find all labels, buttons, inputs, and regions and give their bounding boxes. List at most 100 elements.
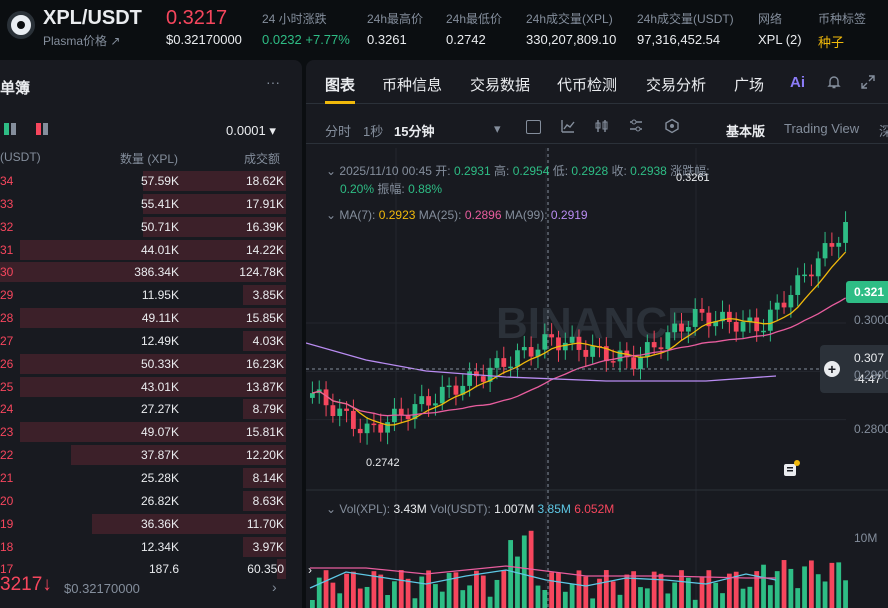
- candle-body: [330, 405, 336, 417]
- ask-row[interactable]: 31 44.01K 14.22K: [0, 239, 302, 262]
- expand-icon[interactable]: [860, 74, 876, 94]
- kline-canvas[interactable]: BINANCE: [306, 148, 888, 608]
- ask-row[interactable]: 20 26.82K 8.63K: [0, 490, 302, 513]
- ask-price: 25: [0, 379, 14, 394]
- interval-dropdown-icon[interactable]: ▾: [494, 121, 501, 136]
- settings-sliders-icon[interactable]: [628, 118, 644, 137]
- volume-bar: [733, 571, 739, 608]
- depth-bar: [243, 467, 286, 488]
- ask-row[interactable]: 32 50.71K 16.39K: [0, 216, 302, 239]
- view-tradingview[interactable]: Trading View: [784, 121, 860, 136]
- candle-body: [323, 389, 329, 406]
- candle-body: [658, 347, 664, 350]
- ask-qty: 50.33K: [140, 356, 179, 371]
- bell-icon[interactable]: [826, 74, 842, 94]
- precision-select[interactable]: 0.0001 ▾: [226, 123, 276, 138]
- volume-bar: [330, 582, 336, 608]
- stat-value-24h-high: 0.3261: [367, 32, 407, 47]
- candle-body: [412, 404, 418, 420]
- chevron-right-icon[interactable]: ›: [272, 579, 277, 595]
- calendar-icon[interactable]: [526, 120, 541, 134]
- hexagon-settings-icon[interactable]: [664, 118, 680, 137]
- tab-coin-info[interactable]: 币种信息: [382, 77, 443, 94]
- ask-row[interactable]: 22 37.87K 12.20K: [0, 444, 302, 467]
- scroll-left-chevron-icon[interactable]: ›: [308, 563, 312, 577]
- ma-collapse-icon[interactable]: ⌄: [326, 208, 340, 222]
- ask-price: 34: [0, 174, 14, 188]
- token-subtitle-link[interactable]: Plasma价格 ↗: [43, 34, 121, 48]
- candle-body: [754, 317, 760, 332]
- candle-body: [685, 326, 691, 332]
- volume-bar: [412, 598, 418, 608]
- ask-row[interactable]: 19 36.36K 11.70K: [0, 513, 302, 536]
- volume-bar: [747, 586, 753, 608]
- tab-token-check[interactable]: 代币检测: [557, 77, 618, 94]
- ask-row[interactable]: 29 11.95K 3.85K: [0, 284, 302, 307]
- ask-row[interactable]: 27 12.49K 4.03K: [0, 330, 302, 353]
- ticker-header: XPL/USDT Plasma价格 ↗ 0.3217 $0.32170000 2…: [0, 0, 888, 56]
- view-depth[interactable]: 深: [879, 124, 888, 139]
- ask-total: 60.350: [247, 562, 284, 577]
- pair-title[interactable]: XPL/USDT: [43, 7, 142, 29]
- view-basic[interactable]: 基本版: [726, 124, 766, 139]
- candle-type-icon[interactable]: [594, 118, 610, 137]
- tab-trade-data[interactable]: 交易数据: [470, 77, 531, 94]
- volume-bar: [590, 598, 596, 608]
- volume-bar: [802, 566, 807, 608]
- volume-bar: [474, 570, 479, 608]
- candle-body: [788, 294, 794, 308]
- volume-bar: [576, 570, 582, 608]
- candle-body: [651, 342, 657, 348]
- tab-square[interactable]: 广场: [734, 77, 765, 94]
- volume-bar: [644, 588, 650, 608]
- stat-value-network[interactable]: XPL (2): [758, 32, 802, 47]
- vol-collapse-icon[interactable]: ⌄: [326, 502, 340, 516]
- more-options-icon[interactable]: ···: [266, 74, 280, 90]
- ohlc-date: 2025/11/10 00:45: [339, 164, 432, 178]
- ai-button[interactable]: Ai: [790, 74, 805, 91]
- candle-body: [487, 367, 493, 382]
- ask-row[interactable]: 18 12.34K 3.97K: [0, 536, 302, 559]
- ask-qty: 25.28K: [140, 470, 179, 485]
- interval-timeline[interactable]: 分时: [325, 124, 352, 139]
- ask-row[interactable]: 30 386.34K 124.78K: [0, 261, 302, 284]
- notes-icon[interactable]: [782, 460, 800, 481]
- interval-1s[interactable]: 1秒: [363, 124, 384, 139]
- last-price: 0.3217: [166, 7, 228, 29]
- ask-price: 20: [0, 493, 14, 508]
- candle-body: [569, 336, 575, 343]
- ask-row[interactable]: 21 25.28K 8.14K: [0, 467, 302, 490]
- ask-row[interactable]: 26 50.33K 16.23K: [0, 353, 302, 376]
- volume-bar: [439, 591, 445, 608]
- ask-row[interactable]: 28 49.11K 15.85K: [0, 307, 302, 330]
- volume-bar: [836, 562, 842, 608]
- ask-row[interactable]: 33 55.41K 17.91K: [0, 193, 302, 216]
- candle-body: [733, 321, 739, 332]
- indicator-icon[interactable]: [560, 118, 576, 137]
- candle-body: [638, 356, 643, 370]
- ask-row[interactable]: 24 27.27K 8.79K: [0, 398, 302, 421]
- add-alert-plus-icon[interactable]: +: [824, 361, 840, 377]
- kline-chart[interactable]: BINANCE ⌄ 2025/11/10 00:45 开: 0.2931 高: …: [306, 148, 888, 608]
- ohlc-collapse-icon[interactable]: ⌄: [326, 164, 340, 178]
- interval-15m[interactable]: 15分钟: [394, 124, 435, 139]
- stat-label-24h-high: 24h最高价: [367, 12, 424, 26]
- volume-bar: [795, 588, 801, 608]
- ask-row[interactable]: 17 187.6 60.350: [0, 558, 302, 581]
- volume-bar: [460, 590, 466, 608]
- volume-bar: [699, 577, 705, 608]
- book-view-both-icon[interactable]: [4, 123, 16, 135]
- ask-row[interactable]: 23 49.07K 15.81K: [0, 421, 302, 444]
- volume-bar: [706, 570, 712, 608]
- ask-row[interactable]: 25 43.01K 13.87K: [0, 376, 302, 399]
- vol-legend: ⌄ Vol(XPL): 3.43M Vol(USDT): 1.007M 3.85…: [326, 502, 614, 516]
- tab-chart[interactable]: 图表: [325, 77, 356, 94]
- ask-row[interactable]: 34 57.59K 18.62K: [0, 170, 302, 193]
- tab-trade-analysis[interactable]: 交易分析: [646, 77, 707, 94]
- volume-bar: [351, 571, 356, 608]
- ask-qty: 26.82K: [140, 493, 179, 508]
- candle-body: [351, 410, 356, 429]
- candle-body: [419, 396, 425, 405]
- stat-value-tags[interactable]: 种子: [818, 35, 845, 50]
- book-view-asks-icon[interactable]: [36, 123, 49, 135]
